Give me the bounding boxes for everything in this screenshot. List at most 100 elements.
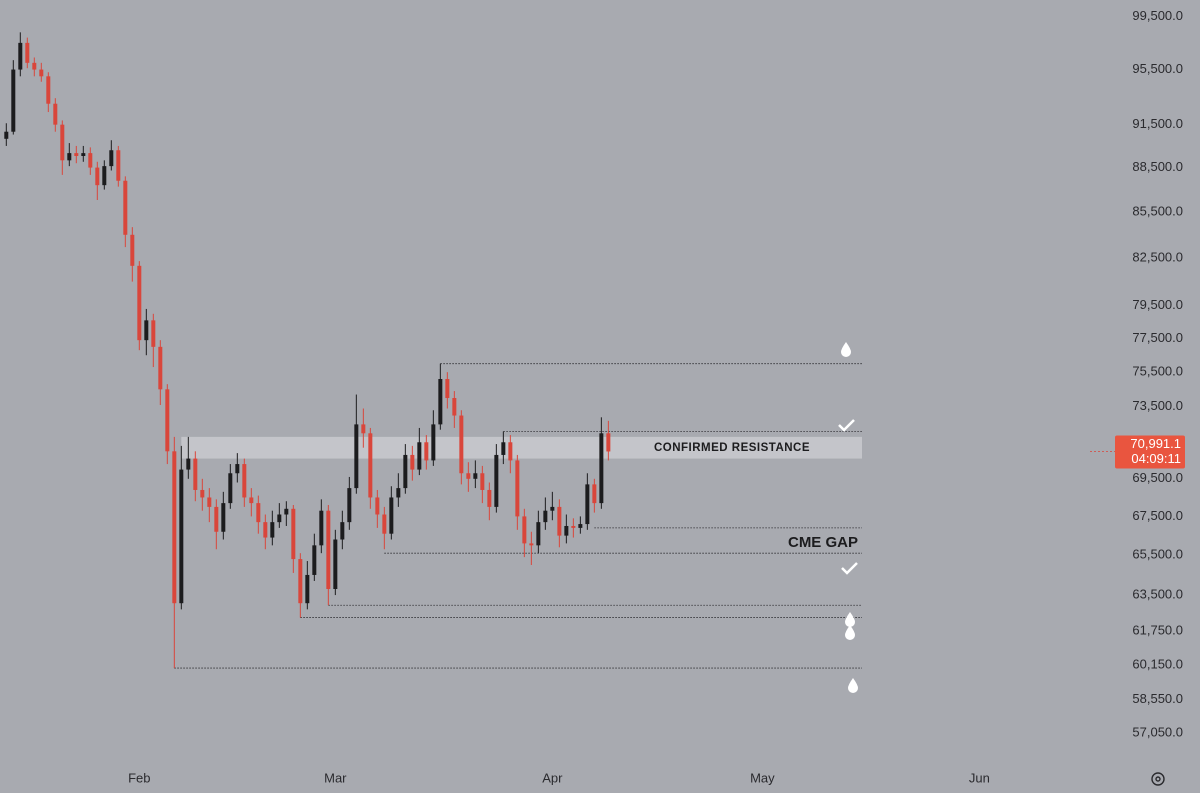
candle-body	[137, 265, 142, 341]
candle-body	[396, 488, 401, 498]
candle-body	[270, 522, 275, 538]
candle-body	[585, 484, 590, 525]
candle-body	[123, 180, 128, 235]
candle-body	[354, 424, 359, 489]
y-tick-label: 67,500.0	[1132, 508, 1183, 523]
candle-body	[95, 167, 100, 186]
candle-body	[116, 150, 121, 181]
candle-body	[340, 522, 345, 540]
candle-body	[32, 62, 37, 70]
candle-body	[60, 124, 65, 161]
candle-body	[536, 522, 541, 546]
candle-body	[179, 469, 184, 604]
candle-body	[375, 497, 380, 515]
candle-body	[424, 442, 429, 461]
plot-area	[4, 32, 862, 669]
y-tick-label: 69,500.0	[1132, 470, 1183, 485]
candle-body	[319, 510, 324, 546]
x-tick-label: Mar	[324, 770, 347, 785]
candle-body	[480, 473, 485, 490]
candle-body	[361, 424, 366, 434]
y-tick-label: 60,150.0	[1132, 656, 1183, 671]
y-tick-label: 82,500.0	[1132, 249, 1183, 264]
candle-body	[459, 415, 464, 474]
last-price-box	[1115, 435, 1185, 469]
candle-body	[606, 433, 611, 452]
check-icon	[841, 562, 858, 575]
candle-body	[347, 488, 352, 523]
drop-icon	[845, 625, 855, 640]
candle-body	[172, 451, 177, 604]
candle-body	[599, 433, 604, 504]
settings-icon[interactable]	[1151, 772, 1165, 786]
gap-label: CME GAP	[788, 534, 858, 551]
y-tick-label: 85,500.0	[1132, 203, 1183, 218]
candle-body	[466, 473, 471, 479]
last-price-label: 70,991.1	[1130, 436, 1181, 451]
y-tick-label: 88,500.0	[1132, 159, 1183, 174]
candle-body	[382, 514, 387, 534]
resistance-label: CONFIRMED RESISTANCE	[654, 442, 810, 454]
candle-body	[18, 42, 23, 70]
candle-body	[214, 506, 219, 532]
candle-body	[249, 497, 254, 504]
y-tick-label: 61,750.0	[1132, 622, 1183, 637]
candle-body	[221, 503, 226, 532]
candle-body	[25, 42, 30, 63]
y-tick-label: 79,500.0	[1132, 297, 1183, 312]
candle-body	[165, 389, 170, 452]
candle-body	[46, 76, 51, 104]
y-tick-label: 99,500.0	[1132, 8, 1183, 23]
candle-body	[284, 508, 289, 515]
candle-body	[39, 69, 44, 77]
candle-body	[130, 234, 135, 266]
candle-body	[144, 320, 149, 341]
drop-icon	[841, 342, 851, 357]
candle-body	[256, 503, 261, 523]
gear-hub[interactable]	[1155, 776, 1161, 782]
y-tick-label: 75,500.0	[1132, 364, 1183, 379]
candle-body	[578, 524, 583, 528]
y-tick-label: 77,500.0	[1132, 330, 1183, 345]
x-tick-label: Apr	[542, 770, 563, 785]
candle-body	[312, 545, 317, 575]
candle-body	[151, 320, 156, 347]
candle-body	[550, 506, 555, 511]
resistance-band	[181, 436, 862, 459]
candle-body	[11, 69, 16, 132]
candle-body	[501, 442, 506, 455]
candle-body	[102, 166, 107, 186]
candle-body	[277, 514, 282, 523]
candle-body	[515, 460, 520, 517]
candle-body	[445, 379, 450, 399]
candle-body	[207, 497, 212, 507]
candle-body	[305, 574, 310, 604]
candle-body	[298, 559, 303, 604]
countdown-label: 04:09:11	[1131, 451, 1181, 466]
candle-body	[473, 473, 478, 479]
icons	[838, 342, 858, 693]
candle-body	[158, 346, 163, 390]
check-icon	[838, 419, 855, 432]
candle-body	[557, 506, 562, 536]
x-tick-label: Feb	[128, 770, 150, 785]
candle-body	[67, 153, 72, 161]
y-tick-label: 65,500.0	[1132, 547, 1183, 562]
candle-body	[368, 433, 373, 498]
candle-body	[410, 454, 415, 470]
gear-ring[interactable]	[1151, 772, 1165, 786]
candle-body	[529, 543, 534, 546]
x-tick-label: May	[750, 770, 775, 785]
drop-icon	[848, 678, 858, 693]
x-tick-label: Jun	[969, 770, 990, 785]
candle-body	[235, 464, 240, 474]
candle-body	[109, 150, 114, 167]
drop-icon	[845, 612, 855, 627]
y-tick-label: 95,500.0	[1132, 61, 1183, 76]
candle-body	[333, 539, 338, 590]
candle-body	[88, 153, 93, 168]
candle-body	[592, 484, 597, 504]
candle-body	[291, 508, 296, 560]
candle-body	[4, 131, 9, 139]
candle-body	[508, 442, 513, 461]
